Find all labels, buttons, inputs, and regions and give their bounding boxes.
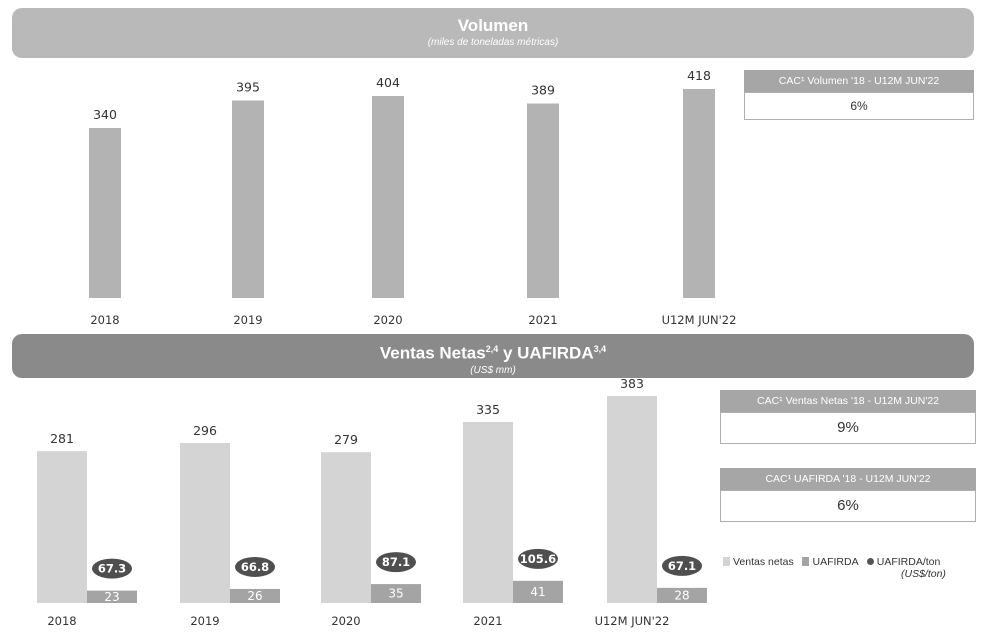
ebitda-bar: [87, 590, 137, 603]
sales-bar: [607, 395, 657, 603]
sales-tick-label: 2021: [473, 614, 502, 628]
sales-data-label: 281: [50, 431, 74, 446]
per-ton-marker: [662, 555, 702, 576]
sales-title-sup1: 2,4: [485, 344, 499, 354]
volume-subtitle: (miles de toneladas métricas): [427, 37, 559, 48]
ebitda-bar: [371, 584, 421, 603]
per-ton-marker: [235, 556, 275, 577]
volume-title: Volumen: [457, 16, 529, 35]
legend-dot-per-ton: [866, 558, 874, 565]
sales-banner: Ventas Netas2,4 y UAFIRDA3,4 (US$ mm): [12, 334, 974, 378]
volume-data-label: 389: [531, 83, 555, 98]
volume-tick-label: U12M JUN'22: [662, 313, 737, 327]
ebitda-data-label: 26: [247, 589, 262, 603]
sales-title-part1: Ventas Netas: [379, 343, 486, 363]
sales-data-label: 383: [620, 376, 644, 391]
ebitda-data-label: 35: [388, 587, 403, 601]
volume-bar: [89, 128, 121, 298]
sales-data-label: 296: [193, 423, 217, 438]
per-ton-data-label: 87.1: [382, 555, 410, 569]
per-ton-data-label: 66.8: [241, 560, 269, 574]
ebitda-data-label: 23: [104, 590, 119, 604]
per-ton-data-label: 67.3: [98, 562, 126, 576]
legend-label-sales: Ventas netas: [733, 556, 794, 568]
ebitda-bar: [513, 580, 563, 603]
volume-tick-label: 2018: [90, 313, 119, 327]
volume-data-label: 404: [376, 75, 400, 90]
cagr-volume-value: 6%: [744, 92, 974, 120]
volume-bar: [683, 89, 715, 298]
volume-tick-label: 2019: [233, 313, 262, 327]
sales-tick-label: 2020: [331, 614, 360, 628]
chart-legend: Ventas netas UAFIRDA UAFIRDA/ton (US$/to…: [723, 556, 985, 580]
per-ton-marker: [92, 558, 132, 579]
volume-bar: [232, 100, 264, 298]
cagr-volume-box: CAC¹ Volumen '18 - U12M JUN'22 6%: [744, 70, 974, 120]
sales-data-label: 279: [334, 432, 358, 447]
sales-bar: [180, 443, 230, 603]
sales-tick-label: 2018: [47, 614, 76, 628]
volume-bar: [372, 96, 404, 298]
cagr-sales-box: CAC¹ Ventas Netas '18 - U12M JUN'22 9%: [720, 390, 976, 444]
sales-title-part2: y UAFIRDA: [498, 343, 594, 363]
ebitda-bar: [657, 587, 707, 603]
sales-title-sup2: 3,4: [593, 344, 607, 354]
volume-data-label: 395: [236, 80, 260, 95]
volume-data-label: 418: [687, 68, 711, 83]
ebitda-bar: [230, 588, 280, 603]
sales-title: Ventas Netas2,4 y UAFIRDA3,4: [12, 334, 974, 364]
cagr-sales-label: CAC¹ Ventas Netas '18 - U12M JUN'22: [720, 390, 976, 412]
per-ton-data-label: 67.1: [668, 559, 696, 573]
cagr-ebitda-box: CAC¹ UAFIRDA '18 - U12M JUN'22 6%: [720, 468, 976, 522]
legend-swatch-sales: [723, 557, 730, 566]
cagr-volume-label: CAC¹ Volumen '18 - U12M JUN'22: [744, 70, 974, 92]
volume-data-label: 340: [93, 107, 117, 122]
legend-label-ebitda: UAFIRDA: [812, 556, 858, 568]
volume-tick-label: 2020: [373, 313, 402, 327]
cagr-sales-value: 9%: [720, 412, 976, 444]
cagr-ebitda-value: 6%: [720, 490, 976, 522]
ebitda-data-label: 28: [674, 588, 689, 602]
volume-tick-label: 2021: [528, 313, 557, 327]
sales-tick-label: 2019: [190, 614, 219, 628]
cagr-ebitda-label: CAC¹ UAFIRDA '18 - U12M JUN'22: [720, 468, 976, 490]
sales-subtitle: (US$ mm): [470, 364, 516, 376]
per-ton-marker: [518, 548, 558, 569]
ebitda-data-label: 41: [530, 585, 545, 599]
volume-bar: [527, 103, 559, 298]
sales-tick-label: U12M JUN'22: [595, 614, 670, 628]
volume-banner: Volumen (miles de toneladas métricas): [12, 8, 974, 58]
per-ton-marker: [376, 552, 416, 573]
sales-bar: [463, 421, 513, 603]
per-ton-data-label: 105.6: [520, 552, 556, 566]
legend-swatch-ebitda: [802, 557, 810, 566]
legend-label-per-ton: UAFIRDA/ton: [876, 556, 941, 568]
sales-data-label: 335: [476, 402, 500, 417]
legend-per-ton-unit: (US$/ton): [901, 568, 946, 580]
sales-bar: [37, 451, 87, 603]
sales-bar: [321, 452, 371, 603]
